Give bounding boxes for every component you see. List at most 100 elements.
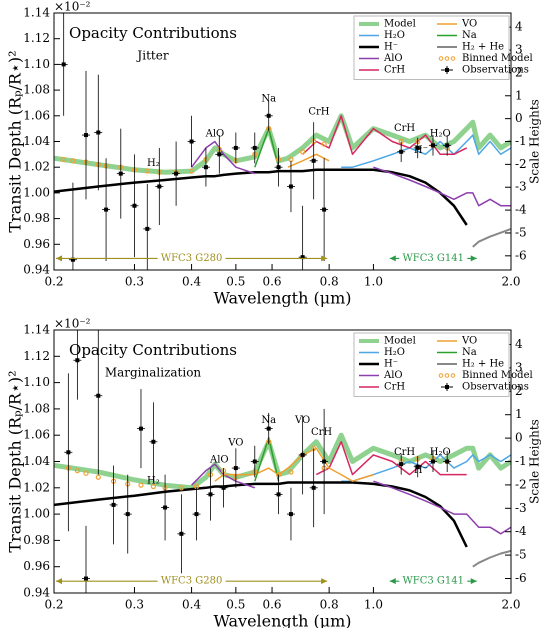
x-tick-label: 2.0 — [501, 275, 520, 289]
x-tick-label: 0.5 — [226, 275, 245, 289]
observation — [66, 450, 71, 455]
binned-point — [321, 141, 327, 147]
legend-label: H₂ + He — [462, 42, 504, 53]
y-tick-label: 0.96 — [23, 237, 50, 251]
y-multiplier: ×10⁻² — [54, 317, 91, 331]
observation — [84, 133, 89, 138]
y-tick-label: 1.12 — [23, 31, 50, 45]
x-tick-label: 0.6 — [262, 598, 281, 612]
y-tick-label: 0.94 — [23, 263, 50, 277]
legend-swatch — [445, 68, 449, 72]
binned-point — [70, 158, 76, 164]
observation — [311, 158, 316, 163]
series-line — [472, 227, 511, 248]
y-tick-label: 1.10 — [23, 57, 50, 71]
observation — [179, 531, 184, 536]
observation — [445, 143, 450, 148]
observation — [415, 464, 420, 469]
series-line — [191, 463, 511, 535]
observation — [252, 459, 257, 464]
range-label: WFC3 G141 — [403, 253, 464, 264]
y-tick-label: 1.14 — [23, 323, 50, 337]
range-label: WFC3 G280 — [161, 576, 222, 587]
y-tick-label: 0.98 — [23, 211, 50, 225]
annotation: VO — [294, 415, 310, 426]
series-line — [54, 168, 468, 226]
series-line — [54, 481, 468, 548]
series-line — [302, 115, 468, 156]
annotation: H₂ — [147, 476, 160, 487]
annotation: CrH — [394, 447, 415, 458]
binned-point — [95, 474, 101, 480]
legend-label: Model — [384, 19, 416, 30]
annotation: Na — [261, 415, 276, 426]
x-axis-label: Wavelength (μm) — [213, 612, 351, 628]
arrow-head — [470, 578, 477, 585]
x-tick-label: 2.0 — [501, 598, 520, 612]
observation — [322, 207, 327, 212]
legend-swatch — [450, 56, 456, 61]
y2-tick-label: 2 — [515, 65, 523, 79]
arrow-head — [389, 578, 396, 585]
legend-swatch — [438, 56, 444, 61]
x-tick-label: 0.8 — [320, 275, 339, 289]
observation — [399, 462, 404, 467]
binned-point — [150, 483, 156, 490]
x-tick-label: 0.2 — [44, 598, 63, 612]
observation — [138, 426, 143, 431]
y-tick-label: 1.04 — [23, 454, 50, 468]
arrow-head — [321, 255, 328, 262]
series-line — [287, 153, 330, 168]
observation — [203, 165, 208, 170]
series-line — [54, 432, 511, 491]
annotation: CrH — [394, 123, 415, 134]
observation — [445, 459, 450, 464]
chart-subtitle: Marginalization — [105, 366, 202, 380]
observation — [300, 255, 305, 260]
binned-point — [300, 149, 306, 155]
y-tick-label: 1.08 — [23, 83, 50, 97]
binned-point — [178, 485, 184, 491]
plot-area — [54, 13, 511, 270]
observation — [189, 139, 194, 144]
chart-subtitle: Jitter — [135, 49, 168, 63]
y-tick-label: 1.08 — [23, 401, 50, 415]
y2-tick-label: 3 — [515, 43, 523, 57]
panel: WFC3 G280 WFC3 G141H₂AlONaCrHCrHH⁻H₂O0.94… — [6, 0, 542, 308]
observation — [221, 485, 226, 490]
y-tick-label: 1.02 — [23, 160, 50, 174]
y2-tick-label: -2 — [515, 157, 527, 171]
observation — [61, 62, 66, 67]
y-tick-label: 1.14 — [23, 6, 50, 20]
observation — [125, 512, 130, 517]
y-tick-label: 1.12 — [23, 349, 50, 363]
observation — [157, 184, 162, 189]
legend-label: CrH — [384, 382, 405, 393]
observation — [288, 512, 293, 517]
annotation: H₂O — [430, 128, 451, 139]
observation — [252, 145, 257, 150]
x-tick-label: 0.6 — [262, 275, 281, 289]
observation — [151, 439, 156, 444]
observation — [430, 459, 435, 464]
observation — [266, 113, 271, 118]
chart-title: Opacity Contributions — [69, 24, 237, 42]
series-line — [472, 549, 511, 568]
arrow-head — [389, 255, 396, 262]
y2-tick-label: 3 — [515, 360, 523, 374]
y-tick-label: 1.00 — [23, 507, 50, 521]
range-label-bg — [399, 252, 468, 265]
range-label-bg — [157, 575, 226, 588]
y2-tick-label: -1 — [515, 134, 527, 148]
legend-label: Binned Model — [462, 370, 533, 381]
y-multiplier: ×10⁻² — [54, 0, 91, 14]
x-tick-label: 1.0 — [364, 275, 383, 289]
legend-swatch — [445, 385, 449, 389]
observation — [84, 576, 89, 581]
observation — [104, 207, 109, 212]
legend-label: AlO — [383, 53, 403, 64]
legend-swatch — [450, 373, 456, 378]
observation — [311, 485, 316, 490]
observation — [276, 165, 281, 170]
